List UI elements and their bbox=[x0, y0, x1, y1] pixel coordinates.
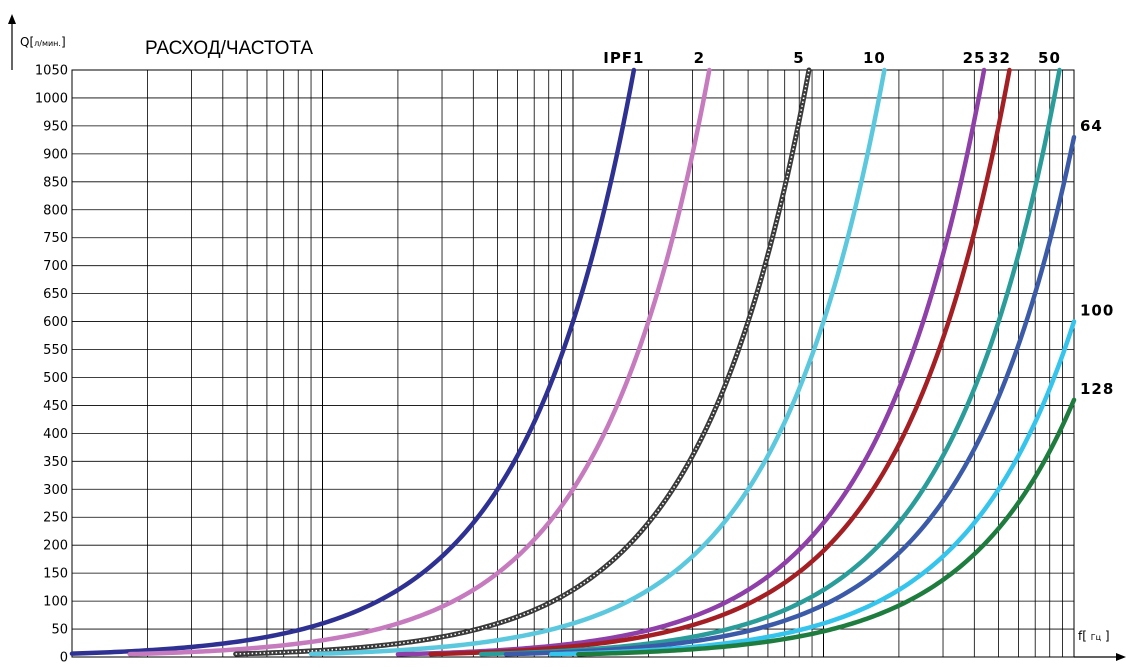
series-line-5-texture bbox=[235, 69, 810, 655]
y-tick-label: 900 bbox=[43, 147, 68, 162]
plot-frame bbox=[71, 69, 1075, 658]
y-axis-label: Q[л/мин.] bbox=[20, 35, 66, 49]
y-tick-label: 350 bbox=[43, 455, 68, 470]
y-tick-label: 650 bbox=[43, 287, 68, 302]
x-axis-arrowhead bbox=[1116, 653, 1126, 661]
y-tick-label: 600 bbox=[43, 315, 68, 330]
series-line-ipf1 bbox=[69, 67, 637, 656]
series-label-ipf1: IPF1 bbox=[603, 49, 644, 67]
y-tick-label: 0 bbox=[60, 651, 68, 663]
y-tick-label: 300 bbox=[43, 483, 68, 498]
axes: Q[л/мин.] f[ Гц ] РАСХОД/ЧАСТОТА bbox=[8, 14, 1126, 661]
series-line-64 bbox=[503, 134, 1077, 657]
y-tick-label: 50 bbox=[51, 623, 68, 638]
y-tick-label: 700 bbox=[43, 259, 68, 274]
y-tick-label: 1050 bbox=[35, 64, 68, 79]
series-label-5: 5 bbox=[793, 49, 804, 67]
y-tick-label: 200 bbox=[43, 539, 68, 554]
series-line-50 bbox=[478, 67, 1062, 657]
chart-title: РАСХОД/ЧАСТОТА bbox=[145, 38, 313, 59]
y-tick-label: 100 bbox=[43, 595, 68, 610]
y-tick-label: 800 bbox=[43, 203, 68, 218]
series-label-50: 50 bbox=[1038, 49, 1061, 67]
y-tick-label: 950 bbox=[43, 119, 68, 134]
series-label-32: 32 bbox=[988, 49, 1011, 67]
series-label-10: 10 bbox=[863, 49, 886, 67]
series-label-128: 128 bbox=[1080, 380, 1114, 398]
y-tick-label: 250 bbox=[43, 511, 68, 526]
y-tick-label: 400 bbox=[43, 427, 68, 442]
y-tick-label: 850 bbox=[43, 175, 68, 190]
x-axis-label: f[ Гц ] bbox=[1078, 629, 1110, 643]
y-tick-label: 1000 bbox=[35, 91, 68, 106]
series-lines bbox=[69, 67, 1077, 657]
series-line-10 bbox=[308, 67, 887, 657]
y-tick-label: 750 bbox=[43, 231, 68, 246]
series-line-128 bbox=[576, 397, 1077, 657]
y-tick-label: 500 bbox=[43, 371, 68, 386]
y-tick-label: 550 bbox=[43, 343, 68, 358]
y-tick-label: 150 bbox=[43, 567, 68, 582]
series-line-2 bbox=[127, 67, 712, 657]
series-label-64: 64 bbox=[1080, 117, 1103, 135]
series-label-25: 25 bbox=[963, 49, 986, 67]
series-line-5 bbox=[233, 67, 812, 657]
y-axis-arrowhead bbox=[8, 14, 16, 24]
series-label-2: 2 bbox=[694, 49, 705, 67]
series-label-100: 100 bbox=[1080, 302, 1114, 320]
y-tick-label: 450 bbox=[43, 399, 68, 414]
grid bbox=[71, 69, 1075, 658]
y-tick-labels: 0 50 100 150 200 250 300 350 400 450 500 550 600 650 7… bbox=[35, 64, 68, 666]
series-line-32 bbox=[428, 67, 1012, 657]
